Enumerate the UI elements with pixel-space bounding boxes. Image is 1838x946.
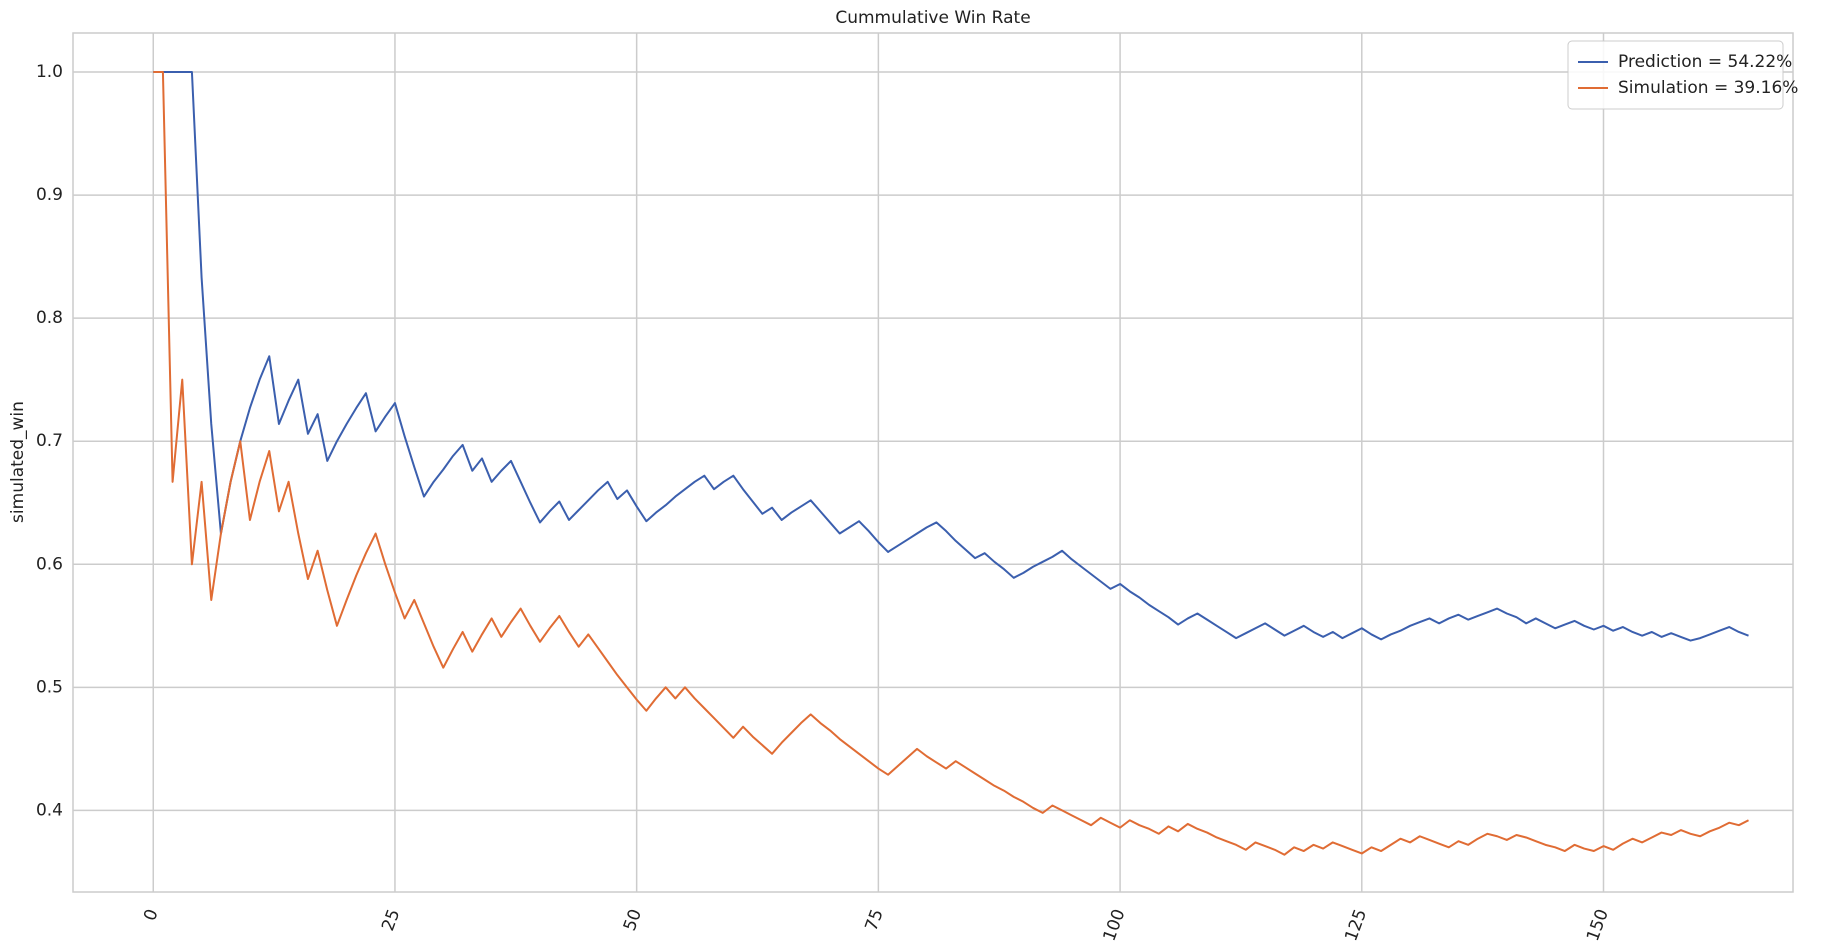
y-tick-label: 0.4 [36,800,63,820]
y-tick-label: 0.6 [36,554,63,574]
y-tick-label: 0.8 [36,308,63,328]
x-tick-label: 125 [1341,907,1371,944]
x-tick-label: 50 [620,907,646,934]
y-tick-label: 0.9 [36,185,63,205]
y-axis-label: simulated_win [8,401,28,523]
chart-title: Cummulative Win Rate [835,8,1030,28]
legend: Prediction = 54.22% Simulation = 39.16% [1567,40,1798,110]
series-line [153,71,1749,856]
legend-label: Simulation = 39.16% [1618,78,1798,98]
y-tick-label: 1.0 [36,62,63,82]
x-tick-label: 25 [378,907,404,934]
series-line [153,71,1749,642]
legend-label: Prediction = 54.22% [1618,52,1792,72]
x-tick-label: 0 [140,907,162,924]
x-tick-label: 100 [1100,907,1130,944]
plot-frame [72,32,1794,893]
legend-box [1567,40,1784,110]
x-tick-label: 75 [862,907,888,934]
x-tick-label: 150 [1583,907,1613,944]
y-tick-label: 0.5 [36,677,63,697]
y-tick-label: 0.7 [36,431,63,451]
